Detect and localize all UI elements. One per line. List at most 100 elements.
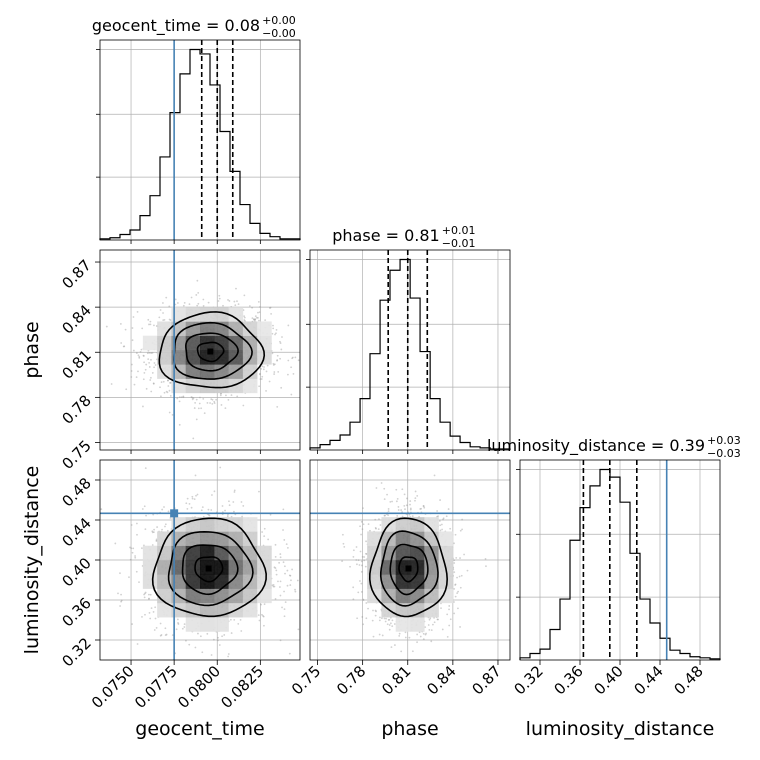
sample-point (237, 303, 240, 306)
sample-point (274, 333, 276, 336)
sample-point (273, 373, 276, 375)
sample-point (375, 527, 377, 530)
sample-point (272, 362, 275, 365)
density-cell (157, 335, 172, 351)
sample-point (167, 510, 170, 513)
density-cell (214, 350, 229, 365)
sample-point (171, 634, 174, 637)
title-lower-error: −0.00 (262, 27, 296, 40)
density-cell (257, 574, 272, 589)
sample-point (286, 546, 289, 549)
sample-point (212, 638, 215, 641)
sample-point (243, 294, 246, 297)
sample-point (447, 508, 450, 510)
sample-point (404, 631, 407, 634)
sample-point (387, 510, 390, 512)
sample-point (211, 494, 213, 496)
sample-point (151, 351, 154, 354)
sample-point (233, 619, 236, 621)
sample-point (183, 301, 186, 304)
sample-point (221, 635, 224, 638)
density-cell (228, 574, 244, 589)
sample-point (433, 621, 436, 624)
sample-point (194, 646, 197, 649)
sample-point (276, 405, 279, 408)
density-cell (157, 560, 172, 575)
sample-point (453, 542, 455, 545)
sample-point (253, 318, 255, 321)
sample-point (275, 573, 278, 576)
sample-point (183, 626, 186, 628)
sample-point (403, 504, 406, 507)
sample-point (384, 514, 386, 517)
sample-point (372, 609, 374, 612)
sample-point (185, 502, 188, 505)
sample-point (383, 487, 386, 490)
sample-point (143, 505, 146, 508)
sample-point (284, 572, 286, 575)
sample-point (206, 632, 209, 635)
sample-point (130, 370, 133, 372)
density-cell (242, 602, 258, 618)
sample-point (199, 635, 202, 638)
sample-point (213, 400, 216, 403)
sample-point (279, 594, 282, 597)
truth-marker (170, 509, 179, 518)
density-cell (214, 517, 229, 532)
sample-point (280, 348, 283, 351)
sample-point (360, 564, 363, 567)
sample-point (422, 505, 425, 508)
sample-point (286, 584, 289, 587)
sample-point (265, 370, 268, 373)
contour-level-2 (185, 332, 239, 372)
sample-point (145, 363, 148, 366)
sample-point (210, 654, 213, 656)
sample-point (274, 543, 277, 546)
sample-point (144, 592, 146, 595)
density-cell (200, 378, 215, 394)
sample-point (202, 397, 205, 400)
sample-point (254, 318, 257, 321)
sample-point (188, 502, 191, 505)
sample-point (141, 547, 143, 550)
sample-point (178, 400, 181, 403)
sample-point (455, 556, 458, 559)
sample-point (227, 398, 230, 401)
density-cell (157, 545, 172, 561)
sample-point (138, 581, 140, 584)
sample-point (282, 508, 285, 511)
sample-point (409, 663, 411, 665)
sample-point (147, 318, 150, 321)
density-cell (200, 321, 215, 337)
density-cell (185, 588, 201, 604)
sample-point (269, 513, 272, 516)
sample-point (228, 504, 231, 507)
sample-point (134, 556, 137, 559)
sample-point (241, 515, 244, 518)
sample-point (377, 528, 380, 531)
density-peak (205, 565, 212, 572)
sample-point (144, 368, 147, 371)
density-cell (185, 617, 201, 632)
sample-point (211, 398, 214, 401)
sample-point (132, 349, 135, 352)
sample-point (254, 320, 256, 322)
density-cell (228, 307, 244, 322)
density-cell (200, 307, 215, 322)
sample-point (206, 402, 209, 404)
sample-point (272, 324, 274, 327)
density-cell (142, 545, 158, 561)
sample-point (271, 584, 274, 587)
sample-point (391, 619, 394, 622)
contour-level-4 (158, 311, 266, 389)
sample-point (263, 624, 265, 627)
sample-point (281, 606, 283, 609)
sample-point (149, 379, 152, 381)
sample-point (401, 488, 404, 491)
sample-point (430, 640, 433, 643)
sample-point (273, 363, 276, 366)
sample-point (459, 557, 461, 559)
sample-point (274, 567, 277, 569)
sample-point (218, 297, 221, 300)
sample-point (198, 402, 201, 405)
